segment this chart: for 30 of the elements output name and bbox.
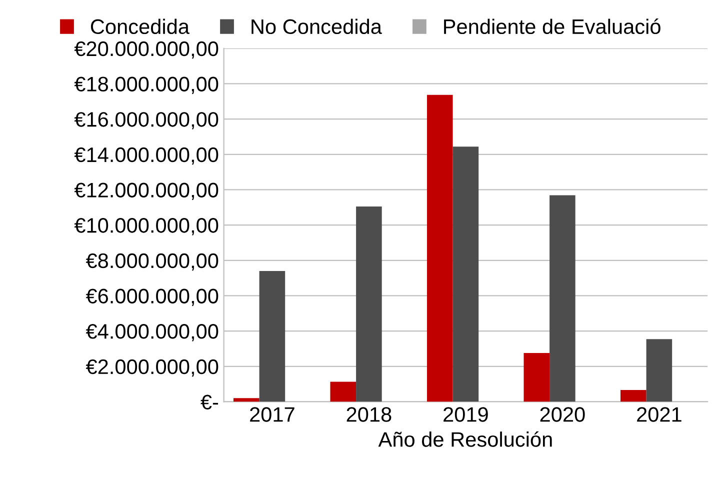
- bar: [356, 206, 382, 402]
- y-tick-label: €4.000.000,00: [86, 324, 218, 342]
- y-tick-label: €20.000.000,00: [74, 41, 218, 59]
- bar: [233, 398, 260, 402]
- bar: [550, 195, 576, 402]
- bar: [646, 339, 672, 402]
- y-tick-label: €12.000.000,00: [74, 182, 218, 200]
- legend-label: Pendiente de Evaluació: [444, 18, 660, 34]
- y-tick-label: €18.000.000,00: [74, 76, 218, 94]
- y-tick-label: €14.000.000,00: [74, 147, 218, 165]
- y-tick-label: €-: [200, 394, 218, 410]
- x-axis-title: Año de Resolución: [378, 431, 552, 447]
- y-tick-label: €10.000.000,00: [74, 218, 218, 236]
- bar: [620, 390, 646, 402]
- y-tick-label: €2.000.000,00: [86, 359, 218, 377]
- x-tick-label: 2021: [637, 407, 682, 422]
- legend-label: No Concedida: [252, 18, 382, 34]
- bar: [259, 270, 286, 402]
- bar: [330, 382, 356, 402]
- x-tick-label: 2018: [346, 407, 392, 422]
- x-tick-label: 2017: [250, 407, 294, 422]
- bar: [426, 94, 453, 402]
- bar: [524, 352, 550, 402]
- y-tick-label: €6.000.000,00: [86, 288, 218, 306]
- x-tick-label: 2019: [444, 407, 488, 422]
- bar: [452, 146, 479, 402]
- legend-label: Concedida: [90, 18, 190, 34]
- y-tick-label: €8.000.000,00: [86, 253, 218, 271]
- y-tick-label: €16.000.000,00: [74, 112, 218, 130]
- x-tick-label: 2020: [540, 407, 585, 422]
